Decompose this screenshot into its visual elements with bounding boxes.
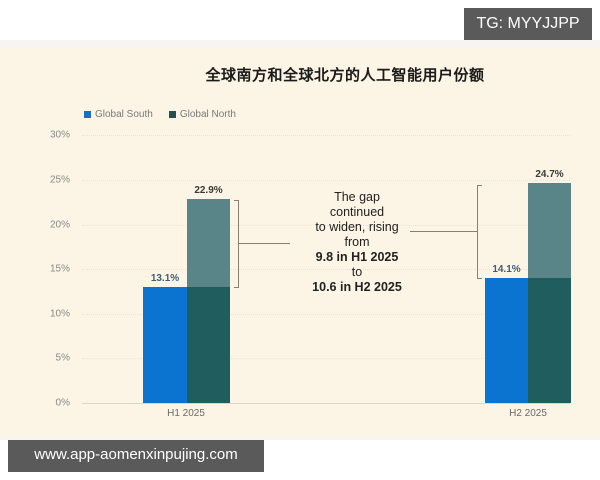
legend-swatch-icon <box>84 111 91 118</box>
gap-annotation: The gap continued to widen, rising from … <box>292 190 422 295</box>
x-axis-line <box>82 403 570 404</box>
annotation-line: The gap <box>334 190 380 204</box>
y-tick: 30% <box>49 129 70 141</box>
gap-bracket-h2 <box>477 185 482 279</box>
y-tick: 15% <box>49 263 70 275</box>
annotation-h1-value: 9.8 in H1 2025 <box>315 250 399 264</box>
value-label: 22.9% <box>194 185 223 196</box>
legend-item-global-south: Global South <box>84 109 153 120</box>
gridline <box>82 269 570 270</box>
gap-bracket-h1 <box>234 200 239 288</box>
gap-connector-h1 <box>238 243 290 244</box>
watermark-bottom: www.app-aomenxinpujing.com <box>8 440 264 472</box>
y-tick: 0% <box>55 397 70 409</box>
legend-label: Global South <box>95 109 153 120</box>
legend-label: Global North <box>179 109 236 120</box>
legend: Global South Global North <box>84 109 236 120</box>
gap-connector-h2 <box>410 231 477 232</box>
annotation-line: continued <box>329 205 385 219</box>
bar-h2-global-south <box>485 278 528 403</box>
y-tick: 5% <box>55 352 70 364</box>
x-tick-label: H1 2025 <box>167 408 205 419</box>
gridline <box>82 180 570 181</box>
annotation-h2-value: 10.6 in H2 2025 <box>312 280 402 294</box>
annotation-line: from <box>344 235 370 249</box>
gridline <box>82 135 570 136</box>
y-tick: 25% <box>49 174 70 186</box>
value-label: 13.1% <box>150 273 180 284</box>
y-tick: 10% <box>49 308 70 320</box>
x-tick-label: H2 2025 <box>509 408 547 419</box>
bar-h2-global-north-gap <box>528 183 571 278</box>
bar-h2-global-north <box>528 278 571 403</box>
value-label: 14.1% <box>492 264 521 275</box>
bar-h1-global-south <box>143 287 187 403</box>
gridline <box>82 225 570 226</box>
gridline <box>82 314 570 315</box>
chart-title: 全球南方和全球北方的人工智能用户份额 <box>205 66 485 84</box>
watermark-top: TG: MYYJJPP <box>464 8 592 40</box>
bar-h1-global-north <box>187 287 230 403</box>
legend-item-global-north: Global North <box>168 109 236 120</box>
bar-h1-global-north-gap <box>187 199 230 287</box>
annotation-line: to widen, rising <box>315 220 399 234</box>
value-label: 24.7% <box>535 169 564 180</box>
gridline <box>82 358 570 359</box>
annotation-line: to <box>351 265 363 279</box>
legend-swatch-icon <box>168 111 176 118</box>
y-tick: 20% <box>49 219 70 231</box>
